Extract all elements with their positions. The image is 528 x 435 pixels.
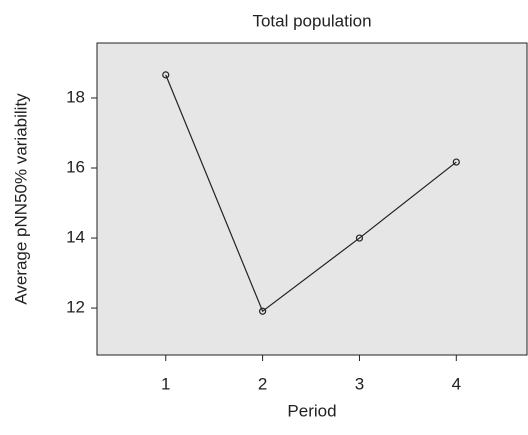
x-tick-label: 2 — [258, 374, 267, 393]
y-tick-label: 12 — [66, 298, 85, 317]
plot-area — [96, 42, 528, 356]
data-point — [355, 234, 364, 242]
y-tick-label: 18 — [66, 87, 85, 106]
y-tick-label: 16 — [66, 157, 85, 176]
chart-title: Total population — [252, 11, 371, 30]
x-axis-label: Period — [287, 401, 336, 420]
x-tick-label: 1 — [161, 374, 170, 393]
data-line — [165, 74, 457, 313]
y-axis-label: Average pNN50% variability — [11, 93, 30, 305]
data-point — [452, 158, 460, 166]
data-point — [162, 71, 170, 79]
x-tick-label: 4 — [452, 374, 461, 393]
x-tick-label: 3 — [355, 374, 364, 393]
y-tick-label: 14 — [66, 228, 85, 247]
data-point — [259, 307, 267, 315]
